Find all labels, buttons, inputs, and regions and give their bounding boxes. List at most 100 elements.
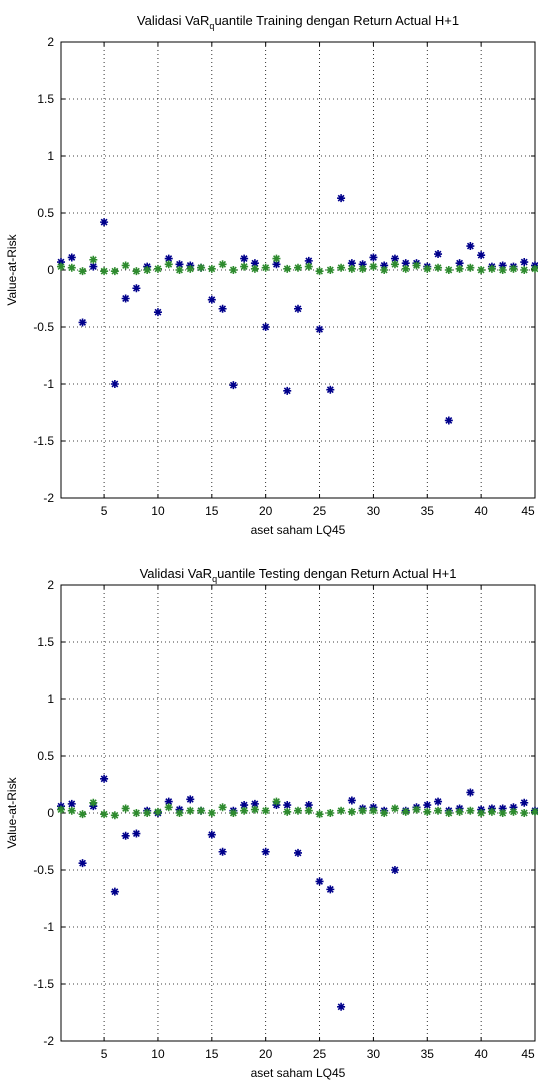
data-point <box>434 797 443 806</box>
x-tick-label: 40 <box>474 504 488 518</box>
data-point <box>261 323 270 331</box>
y-tick-label: -2 <box>43 1034 54 1048</box>
data-point <box>466 806 475 815</box>
data-point <box>466 788 475 797</box>
y-tick-label: 1.5 <box>37 635 54 649</box>
data-point <box>444 416 453 425</box>
data-point <box>520 266 529 274</box>
data-point <box>294 263 302 272</box>
chart-title-main: Validasi VaR <box>137 13 210 28</box>
data-point <box>250 805 259 814</box>
data-point <box>261 263 270 272</box>
data-point <box>78 859 87 868</box>
data-point <box>67 799 76 808</box>
x-tick-label: 5 <box>101 1047 108 1061</box>
data-point <box>229 381 238 390</box>
data-point <box>487 807 496 816</box>
data-point <box>466 263 475 272</box>
x-tick-label: 35 <box>421 504 435 518</box>
data-point <box>121 261 130 270</box>
y-tick-label: 1 <box>47 692 54 706</box>
data-point <box>272 797 281 806</box>
data-point <box>315 877 324 886</box>
data-point <box>326 266 335 274</box>
data-point <box>455 807 464 816</box>
data-point <box>272 254 281 263</box>
data-point <box>121 831 130 840</box>
data-point <box>347 259 356 268</box>
data-point <box>326 809 335 817</box>
data-point <box>520 258 529 267</box>
chart-title: Validasi VaRquantile Testing dengan Retu… <box>140 566 457 584</box>
data-point <box>337 194 346 203</box>
y-tick-label: 2 <box>47 578 54 592</box>
data-point <box>434 250 443 259</box>
data-point <box>477 266 486 274</box>
data-point <box>272 260 281 269</box>
data-point <box>498 809 507 817</box>
y-tick-label: -0.5 <box>33 863 54 877</box>
chart-title: Validasi VaRquantile Training dengan Ret… <box>137 13 459 31</box>
data-point <box>67 263 76 272</box>
data-point <box>78 267 87 276</box>
data-point <box>520 798 529 807</box>
data-point <box>444 266 453 274</box>
data-point <box>477 251 486 260</box>
data-point <box>57 258 65 267</box>
data-point <box>132 809 141 817</box>
data-point <box>401 264 410 273</box>
y-tick-label: 2 <box>47 35 54 49</box>
data-point <box>121 294 130 303</box>
data-point <box>358 260 367 269</box>
x-tick-label: 15 <box>205 1047 219 1061</box>
data-point <box>455 259 464 268</box>
data-point <box>315 267 324 276</box>
data-point <box>250 259 259 268</box>
y-tick-label: 1 <box>47 149 54 163</box>
data-point <box>390 260 399 269</box>
data-point <box>186 264 195 273</box>
chart-panel-1: Validasi VaRquantile Training dengan Ret… <box>5 13 538 537</box>
x-axis-label: aset saham LQ45 <box>251 1066 346 1080</box>
y-tick-label: 0 <box>47 806 54 820</box>
data-point <box>509 807 518 816</box>
data-point <box>250 799 259 808</box>
data-point <box>186 806 195 815</box>
data-point <box>240 262 249 271</box>
data-point <box>520 809 529 817</box>
data-point <box>261 806 270 815</box>
data-point <box>294 806 302 815</box>
data-point <box>175 266 184 274</box>
data-point <box>175 809 184 817</box>
data-point <box>304 801 313 810</box>
data-point <box>444 809 453 817</box>
chart-panel-2: Validasi VaRquantile Testing dengan Retu… <box>5 566 538 1080</box>
data-point <box>531 807 538 816</box>
x-tick-label: 30 <box>367 1047 381 1061</box>
data-point <box>143 809 152 817</box>
y-axis-label: Value-at-Risk <box>5 233 19 305</box>
data-point <box>197 806 206 815</box>
data-point <box>326 385 335 394</box>
data-point <box>57 805 65 814</box>
x-tick-label: 25 <box>313 504 327 518</box>
data-point <box>132 829 141 838</box>
data-point <box>390 254 399 263</box>
x-tick-label: 10 <box>151 1047 165 1061</box>
data-point <box>67 253 76 262</box>
data-point <box>132 267 141 276</box>
y-tick-label: -2 <box>43 491 54 505</box>
chart-title-main: Validasi VaR <box>140 566 213 581</box>
data-point <box>369 262 378 271</box>
y-tick-label: -1.5 <box>33 434 54 448</box>
data-point <box>304 262 313 271</box>
data-point <box>283 386 292 395</box>
y-tick-label: -1 <box>43 377 54 391</box>
data-point <box>401 807 410 816</box>
data-point <box>218 803 227 812</box>
data-point <box>78 810 87 819</box>
data-point <box>240 254 249 263</box>
data-point <box>304 256 313 265</box>
series-2 <box>57 254 538 276</box>
data-point <box>229 809 238 817</box>
